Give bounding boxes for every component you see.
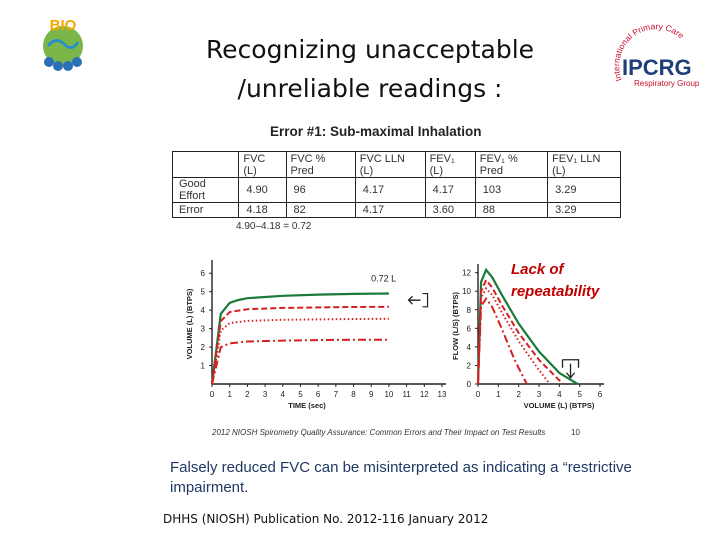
- y-tick-label: 0: [467, 380, 472, 389]
- table-row: Good Effort 4.90 96 4.17 4.17 103 3.29: [171, 177, 621, 203]
- x-tick-label: 8: [351, 390, 356, 399]
- figure-title: Error #1: Sub-maximal Inhalation: [270, 124, 482, 139]
- volume-difference-label: 0.72 L: [371, 274, 396, 284]
- ipcrg-logo: International Primary Care IPCRG Respira…: [611, 22, 700, 88]
- x-tick-label: 3: [263, 390, 268, 399]
- table-row-label: Error: [171, 202, 240, 218]
- repeatability-annotation: Lack of repeatability: [511, 261, 600, 300]
- body-text: Falsely reduced FVC can be misinterprete…: [170, 459, 632, 496]
- y-tick-label: 2: [201, 343, 206, 352]
- x-tick-label: 0: [476, 390, 481, 399]
- y-tick-label: 8: [467, 306, 472, 315]
- figure-caption: 2012 NIOSH Spirometry Quality Assurance:…: [212, 428, 546, 437]
- series-line-dotted: [211, 317, 389, 385]
- table-header: [171, 151, 240, 178]
- table-header: FVC (L): [238, 151, 287, 178]
- logo-abbr: IPCRG: [622, 55, 692, 80]
- table-cell: 3.29: [547, 202, 621, 218]
- x-tick-label: 1: [496, 390, 501, 399]
- y-tick-label: 10: [462, 287, 471, 296]
- table-header: FEV₁ (L): [424, 151, 476, 178]
- x-axis-label: VOLUME (L) (BTPS): [524, 401, 595, 410]
- spirometry-table: FVC (L) FVC % Pred FVC LLN (L) FEV₁ (L) …: [171, 151, 621, 218]
- x-tick-label: 11: [402, 390, 411, 399]
- x-tick-label: 5: [298, 390, 303, 399]
- series-line-dashed: [477, 278, 564, 385]
- y-axis-label: FLOW (L/S) (BTPS): [451, 292, 460, 360]
- slide-title-line-1: Recognizing unacceptable: [205, 35, 535, 64]
- y-tick-label: 5: [201, 288, 206, 297]
- x-tick-label: 12: [420, 390, 429, 399]
- table-cell: 4.17: [354, 177, 426, 203]
- y-tick-label: 1: [201, 362, 206, 371]
- table-cell: 3.29: [547, 177, 621, 203]
- y-tick-label: 4: [467, 343, 472, 352]
- bio-logo: BIO: [43, 17, 83, 71]
- table-cell: 4.90: [238, 177, 287, 203]
- x-tick-label: 5: [577, 390, 582, 399]
- table-cell: 4.18: [238, 202, 287, 218]
- x-tick-label: 2: [516, 390, 521, 399]
- y-tick-label: 6: [467, 324, 472, 333]
- reference-citation: DHHS (NIOSH) Publication No. 2012-116 Ja…: [163, 512, 489, 526]
- table-row: Error 4.18 82 4.17 3.60 88 3.29: [171, 202, 621, 218]
- y-axis-label: VOLUME (L) (BTPS): [185, 288, 194, 359]
- series-line-dotted: [477, 286, 551, 385]
- x-tick-label: 13: [438, 390, 447, 399]
- logo-sub: Respiratory Group: [634, 79, 700, 88]
- table-cell: 88: [474, 202, 549, 218]
- table-header: FEV₁ % Pred: [474, 151, 549, 178]
- y-tick-label: 2: [467, 361, 472, 370]
- table-cell: 96: [285, 177, 356, 203]
- slide-title: Recognizing unacceptable /unreliable rea…: [170, 30, 570, 108]
- table-row-label: Good Effort: [171, 177, 240, 203]
- logo-left-text: BIO: [50, 17, 77, 34]
- table-cell: 3.60: [424, 202, 476, 218]
- y-tick-label: 12: [462, 269, 471, 278]
- table-header: FEV₁ LLN (L): [547, 151, 621, 178]
- series-line-dashed: [211, 305, 389, 385]
- x-axis-label: TIME (sec): [288, 401, 326, 410]
- figure-page-number: 10: [571, 428, 580, 437]
- x-tick-label: 7: [334, 390, 339, 399]
- slide-title-line-2: /unreliable readings :: [237, 74, 503, 103]
- y-tick-label: 3: [201, 325, 206, 334]
- x-tick-label: 10: [384, 390, 393, 399]
- x-tick-label: 2: [245, 390, 250, 399]
- difference-bracket: [422, 292, 429, 308]
- table-header: FVC LLN (L): [354, 151, 426, 178]
- table-header-row: FVC (L) FVC % Pred FVC LLN (L) FEV₁ (L) …: [171, 151, 621, 178]
- down-arrow-icon: [561, 359, 580, 379]
- x-tick-label: 4: [557, 390, 562, 399]
- y-tick-label: 4: [201, 306, 206, 315]
- x-tick-label: 6: [598, 390, 603, 399]
- x-tick-label: 0: [210, 390, 215, 399]
- table-header: FVC % Pred: [285, 151, 356, 178]
- y-tick-label: 6: [201, 269, 206, 278]
- series-line-dashdot: [211, 338, 389, 385]
- x-tick-label: 4: [281, 390, 286, 399]
- left-arrow-icon: [407, 295, 421, 305]
- table-cell: 4.17: [354, 202, 426, 218]
- series-line-dashdot: [477, 296, 528, 385]
- x-tick-label: 9: [369, 390, 374, 399]
- x-tick-label: 6: [316, 390, 321, 399]
- table-cell: 82: [285, 202, 356, 218]
- table-cell: 4.17: [424, 177, 476, 203]
- series-line-solid: [476, 267, 579, 385]
- fvc-difference-formula: 4.90–4.18 = 0.72: [236, 221, 312, 232]
- x-tick-label: 1: [227, 390, 232, 399]
- x-tick-label: 3: [537, 390, 542, 399]
- table-cell: 103: [474, 177, 549, 203]
- series-line-solid: [210, 292, 389, 385]
